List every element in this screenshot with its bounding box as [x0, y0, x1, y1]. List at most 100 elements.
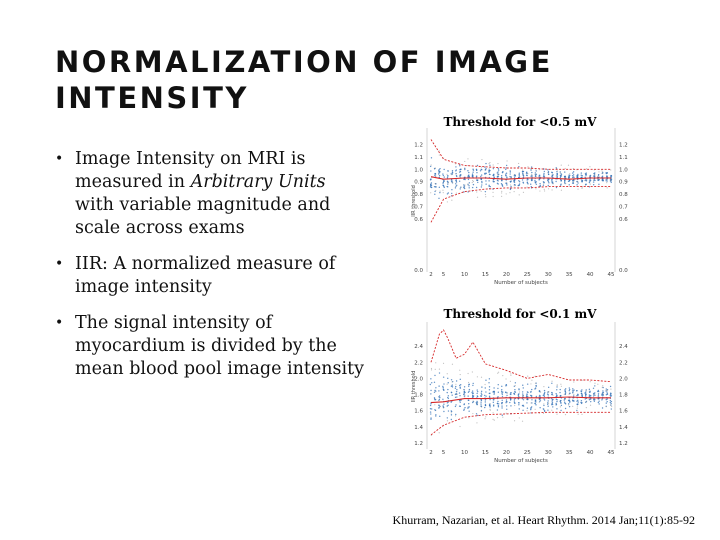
data-point: [438, 399, 440, 402]
data-point: [543, 394, 545, 396]
data-point: [580, 390, 583, 393]
outlier-point: [547, 172, 549, 174]
data-point: [455, 183, 457, 185]
data-point: [546, 403, 549, 405]
outlier-point: [610, 169, 612, 171]
data-point: [430, 182, 433, 184]
data-point: [522, 399, 525, 401]
outlier-point: [459, 425, 461, 428]
data-point: [459, 165, 461, 167]
x-axis-label: Number of subjects: [494, 280, 548, 286]
data-point: [584, 183, 587, 186]
data-point: [556, 400, 558, 403]
outlier-point: [472, 180, 475, 183]
data-point: [509, 399, 512, 401]
outlier-point: [513, 420, 516, 422]
data-point: [439, 415, 441, 418]
data-point: [447, 170, 449, 172]
outlier-point: [569, 173, 571, 175]
data-point: [485, 395, 487, 397]
data-point: [447, 186, 449, 188]
x-tick-label: 15: [482, 272, 489, 278]
data-point: [506, 184, 508, 186]
data-point: [447, 401, 449, 403]
data-point: [459, 378, 461, 381]
data-point: [580, 180, 583, 182]
outlier-point: [439, 190, 441, 192]
data-point: [481, 182, 483, 184]
data-point: [468, 182, 471, 184]
data-point: [488, 171, 490, 173]
data-point: [459, 171, 461, 173]
y-tick-label: 1.0: [414, 167, 423, 173]
data-point: [467, 184, 469, 186]
data-point: [468, 171, 470, 174]
data-point: [534, 387, 537, 389]
data-point: [460, 399, 462, 401]
outlier-point: [476, 191, 478, 193]
data-point: [455, 181, 458, 183]
outlier-point: [488, 163, 490, 165]
y-tick-label: 1.4: [414, 425, 423, 431]
data-point: [526, 171, 528, 173]
data-point: [530, 394, 532, 397]
data-point: [518, 404, 520, 406]
data-point: [605, 180, 607, 182]
data-point: [467, 178, 470, 181]
data-point: [584, 398, 586, 400]
y-tick-label-right: 0.6: [619, 217, 628, 223]
outlier-point: [563, 393, 565, 396]
data-point: [480, 175, 482, 178]
data-point: [493, 392, 496, 394]
data-point: [560, 409, 562, 412]
data-point: [510, 405, 512, 407]
data-point: [581, 402, 583, 404]
data-point: [555, 393, 557, 395]
data-point: [560, 401, 562, 404]
data-point: [518, 165, 520, 168]
data-point: [509, 173, 511, 175]
outlier-point: [455, 393, 458, 396]
data-point: [484, 394, 486, 397]
outlier-point: [597, 175, 599, 178]
data-point: [610, 392, 612, 395]
data-point: [430, 186, 433, 188]
outlier-point: [505, 378, 507, 380]
x-tick-label: 35: [566, 450, 573, 456]
data-point: [572, 395, 575, 397]
data-point: [433, 391, 436, 394]
outlier-point: [597, 383, 599, 385]
data-point: [476, 171, 478, 174]
data-point: [555, 186, 558, 189]
data-point: [588, 388, 591, 391]
confidence-bound-line: [430, 411, 611, 436]
data-point: [538, 394, 541, 397]
chart-panel-0-1mv: Threshold for <0.1 mV 1.2 1.4 1.6 1.8 2.0 2.2…: [405, 304, 635, 476]
outlier-point: [522, 191, 525, 193]
outlier-point: [534, 173, 536, 175]
outlier-point: [434, 167, 436, 169]
data-point: [501, 401, 504, 404]
data-point: [435, 186, 437, 188]
data-point: [442, 376, 445, 378]
outlier-point: [435, 362, 437, 364]
outlier-point: [606, 178, 608, 180]
outlier-point: [552, 394, 554, 397]
data-point: [609, 385, 612, 388]
outlier-point: [573, 381, 575, 383]
data-point: [538, 396, 541, 398]
data-point: [481, 184, 483, 186]
outlier-point: [438, 154, 440, 156]
data-point: [526, 407, 529, 409]
data-point: [456, 389, 458, 391]
data-point: [434, 174, 436, 176]
data-point: [526, 402, 528, 404]
data-point: [571, 176, 574, 179]
data-point: [476, 164, 479, 167]
outlier-point: [530, 383, 532, 385]
outlier-point: [514, 385, 516, 387]
y-tick-label-right: 0.0: [619, 268, 628, 274]
data-point: [493, 176, 495, 178]
data-point: [501, 395, 504, 398]
data-point: [559, 395, 562, 397]
